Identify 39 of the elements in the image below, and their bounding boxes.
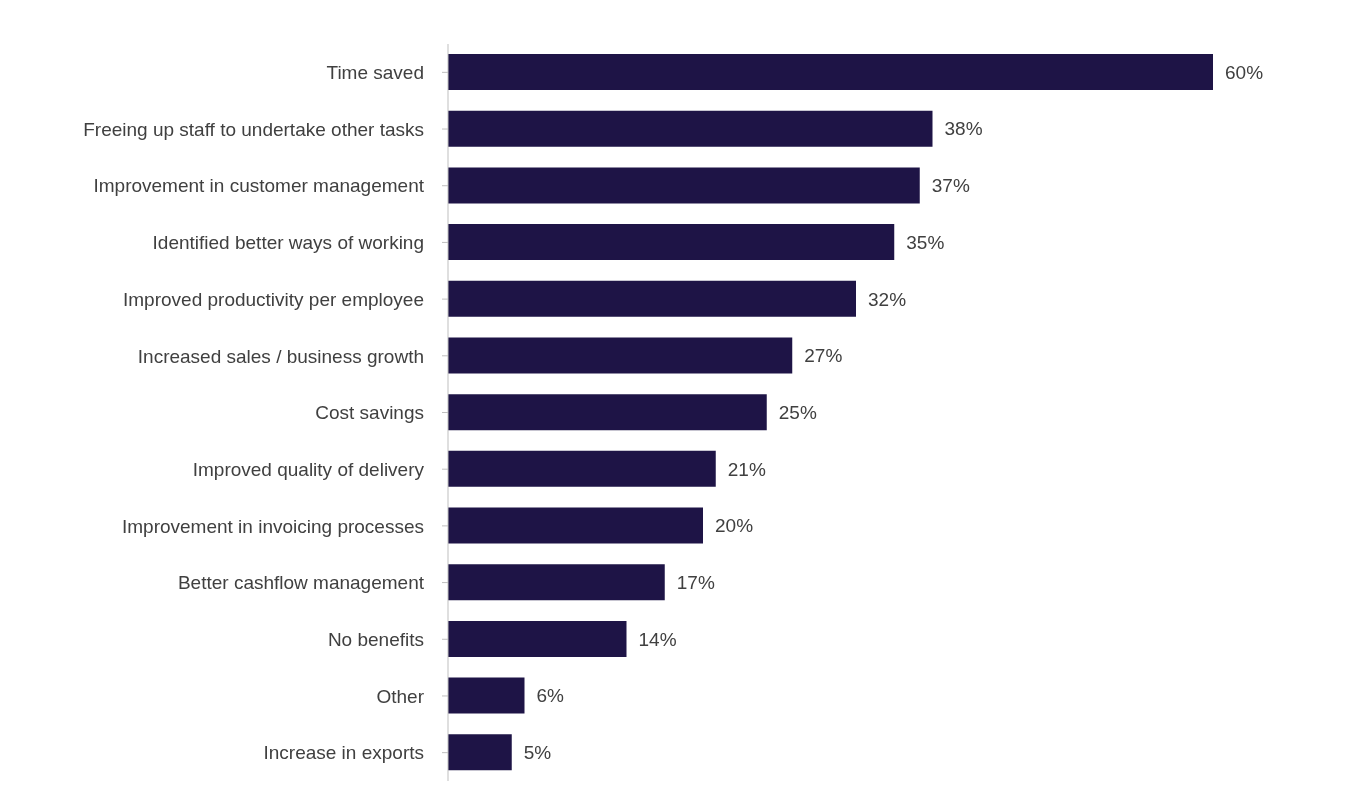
y-tick-label: Improved quality of delivery xyxy=(192,458,425,480)
bar xyxy=(448,564,665,601)
data-label: 60% xyxy=(1225,61,1264,83)
data-label: 20% xyxy=(715,515,754,537)
y-tick-label: Other xyxy=(376,685,425,707)
bar xyxy=(448,507,703,544)
y-tick-label: Increase in exports xyxy=(263,742,424,764)
bar xyxy=(448,110,933,147)
y-tick-label: Increased sales / business growth xyxy=(137,345,424,367)
data-label: 37% xyxy=(931,175,970,197)
bar xyxy=(448,450,716,487)
data-label: 27% xyxy=(804,345,843,367)
bar xyxy=(448,734,512,771)
y-tick-label: Improvement in customer management xyxy=(93,175,425,197)
bar xyxy=(448,54,1213,90)
data-label: 14% xyxy=(638,628,677,650)
bar xyxy=(448,337,793,374)
data-label: 25% xyxy=(778,401,817,423)
data-label: 32% xyxy=(868,288,907,310)
data-label: 21% xyxy=(727,458,766,480)
y-tick-label: No benefits xyxy=(327,629,424,651)
data-label: 35% xyxy=(906,231,945,253)
bar xyxy=(448,167,920,204)
y-tick-label: Freeing up staff to undertake other tasks xyxy=(83,118,424,140)
data-label: 38% xyxy=(944,118,983,140)
y-tick-label: Time saved xyxy=(326,62,424,84)
bar xyxy=(448,620,627,657)
y-tick-label: Identified better ways of working xyxy=(152,232,424,254)
data-label: 5% xyxy=(523,742,552,764)
y-tick-label: Cost savings xyxy=(315,402,424,424)
y-tick-label: Improved productivity per employee xyxy=(123,288,424,310)
bar xyxy=(448,224,895,261)
data-label: 6% xyxy=(536,685,565,707)
y-tick-label: Improvement in invoicing processes xyxy=(121,515,424,537)
bar xyxy=(448,394,767,431)
y-tick-label: Better cashflow management xyxy=(177,572,425,594)
data-label: 17% xyxy=(676,571,715,593)
bar xyxy=(448,677,525,714)
bar xyxy=(448,280,856,317)
